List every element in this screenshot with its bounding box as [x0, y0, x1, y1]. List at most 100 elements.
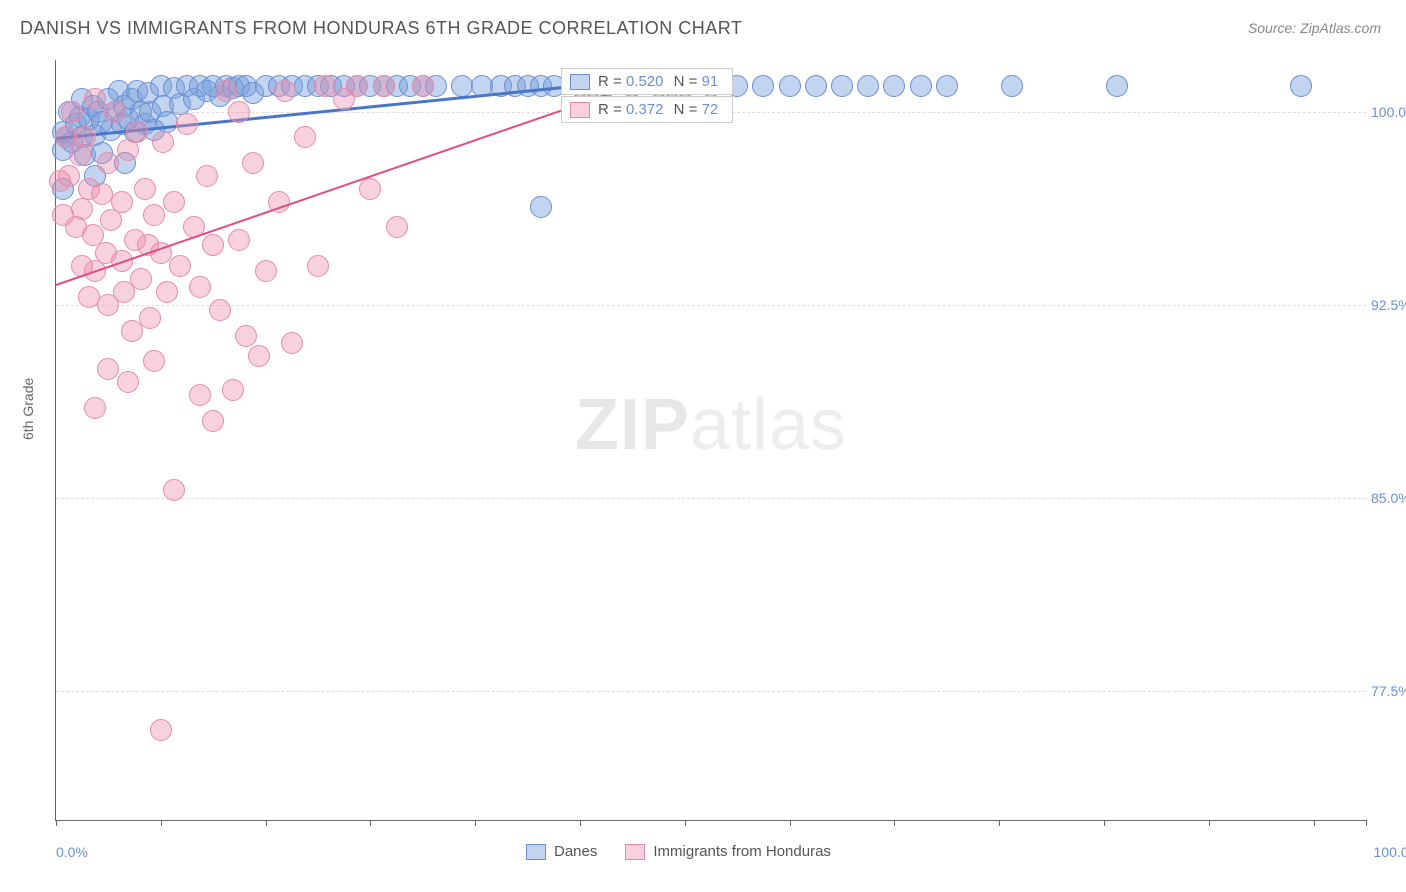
- data-point: [156, 281, 178, 303]
- data-point: [152, 131, 174, 153]
- legend-stats-box: R = 0.372 N = 72: [561, 96, 733, 123]
- data-point: [117, 371, 139, 393]
- data-point: [84, 397, 106, 419]
- bottom-legend: Danes Immigrants from Honduras: [526, 843, 851, 860]
- x-tick: [685, 820, 686, 826]
- watermark-bold: ZIP: [575, 385, 690, 465]
- data-point: [139, 307, 161, 329]
- data-point: [1290, 75, 1312, 97]
- x-tick: [1209, 820, 1210, 826]
- data-point: [84, 88, 106, 110]
- data-point: [359, 178, 381, 200]
- data-point: [373, 75, 395, 97]
- data-point: [134, 178, 156, 200]
- legend-stats-box: R = 0.520 N = 91: [561, 68, 733, 95]
- gridline: [56, 498, 1366, 499]
- data-point: [831, 75, 853, 97]
- source-label: Source: ZipAtlas.com: [1248, 20, 1381, 36]
- y-tick-label: 85.0%: [1371, 490, 1406, 506]
- data-point: [61, 101, 83, 123]
- data-point: [805, 75, 827, 97]
- data-point: [1001, 75, 1023, 97]
- data-point: [189, 384, 211, 406]
- data-point: [779, 75, 801, 97]
- data-point: [71, 198, 93, 220]
- y-axis-label: 6th Grade: [20, 378, 36, 440]
- data-point: [97, 152, 119, 174]
- x-tick: [161, 820, 162, 826]
- x-tick: [790, 820, 791, 826]
- data-point: [215, 80, 237, 102]
- data-point: [169, 255, 191, 277]
- data-point: [386, 216, 408, 238]
- data-point: [176, 113, 198, 135]
- x-tick: [370, 820, 371, 826]
- data-point: [752, 75, 774, 97]
- data-point: [202, 234, 224, 256]
- data-point: [1106, 75, 1128, 97]
- data-point: [222, 379, 244, 401]
- data-point: [143, 350, 165, 372]
- data-point: [78, 286, 100, 308]
- data-point: [163, 191, 185, 213]
- x-tick: [475, 820, 476, 826]
- x-tick: [580, 820, 581, 826]
- legend-swatch: [570, 74, 590, 90]
- legend-series-name: Danes: [554, 843, 597, 860]
- data-point: [150, 719, 172, 741]
- data-point: [936, 75, 958, 97]
- data-point: [242, 152, 264, 174]
- data-point: [294, 126, 316, 148]
- data-point: [346, 75, 368, 97]
- data-point: [307, 255, 329, 277]
- data-point: [104, 101, 126, 123]
- data-point: [209, 299, 231, 321]
- data-point: [248, 345, 270, 367]
- legend-stats-text: R = 0.372 N = 72: [598, 101, 724, 118]
- data-point: [143, 204, 165, 226]
- legend-swatch: [625, 844, 645, 860]
- data-point: [130, 268, 152, 290]
- legend-swatch: [570, 102, 590, 118]
- data-point: [910, 75, 932, 97]
- x-tick: [1314, 820, 1315, 826]
- legend-series-name: Immigrants from Honduras: [653, 843, 831, 860]
- chart-area: ZIPatlas 100.0%92.5%85.0%77.5%0.0%100.0%…: [55, 60, 1366, 821]
- x-tick: [999, 820, 1000, 826]
- data-point: [97, 358, 119, 380]
- data-point: [274, 80, 296, 102]
- data-point: [281, 332, 303, 354]
- x-tick: [1366, 820, 1367, 826]
- x-tick-label: 0.0%: [56, 844, 88, 860]
- data-point: [58, 165, 80, 187]
- data-point: [126, 121, 148, 143]
- data-point: [228, 229, 250, 251]
- data-point: [111, 191, 133, 213]
- x-tick-label: 100.0%: [1374, 844, 1406, 860]
- x-tick: [1104, 820, 1105, 826]
- data-point: [235, 325, 257, 347]
- x-tick: [266, 820, 267, 826]
- gridline: [56, 305, 1366, 306]
- y-tick-label: 92.5%: [1371, 297, 1406, 313]
- legend-swatch: [526, 844, 546, 860]
- data-point: [74, 126, 96, 148]
- data-point: [189, 276, 211, 298]
- y-tick-label: 100.0%: [1371, 104, 1406, 120]
- x-tick: [56, 820, 57, 826]
- data-point: [196, 165, 218, 187]
- chart-title: DANISH VS IMMIGRANTS FROM HONDURAS 6TH G…: [20, 18, 742, 39]
- data-point: [412, 75, 434, 97]
- data-point: [883, 75, 905, 97]
- gridline: [56, 691, 1366, 692]
- data-point: [255, 260, 277, 282]
- data-point: [163, 479, 185, 501]
- watermark: ZIPatlas: [575, 384, 847, 466]
- data-point: [857, 75, 879, 97]
- data-point: [228, 101, 250, 123]
- legend-stats-text: R = 0.520 N = 91: [598, 73, 724, 90]
- x-tick: [894, 820, 895, 826]
- data-point: [314, 75, 336, 97]
- watermark-light: atlas: [690, 385, 847, 465]
- y-tick-label: 77.5%: [1371, 683, 1406, 699]
